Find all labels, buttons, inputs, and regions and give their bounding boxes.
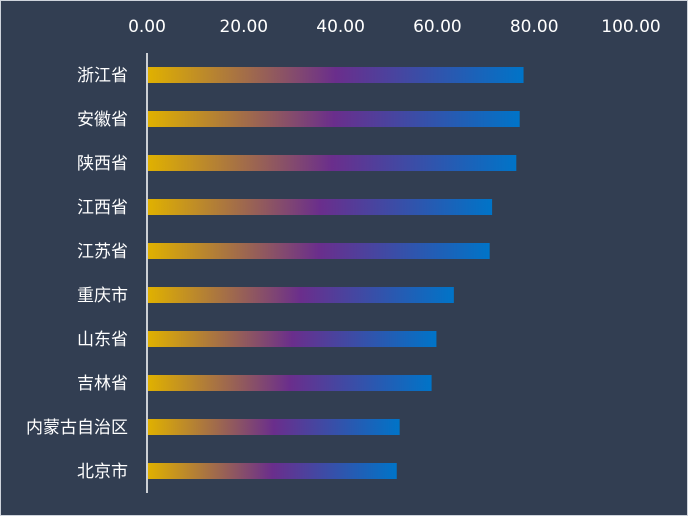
bar — [148, 67, 524, 83]
bar — [148, 111, 520, 127]
x-tick-label: 40.00 — [316, 17, 365, 37]
bar — [148, 375, 432, 391]
bar — [148, 331, 437, 347]
bars-group — [148, 67, 524, 479]
category-label: 江西省 — [77, 198, 128, 218]
bar — [148, 243, 490, 259]
category-label: 浙江省 — [77, 66, 128, 86]
bar — [148, 419, 400, 435]
category-label: 安徽省 — [77, 110, 128, 130]
category-label: 内蒙古自治区 — [26, 418, 128, 438]
x-tick-label: 0.00 — [128, 17, 166, 37]
category-label: 陕西省 — [77, 154, 128, 174]
category-label: 山东省 — [77, 330, 128, 350]
category-label: 江苏省 — [77, 242, 128, 262]
bar — [148, 155, 517, 171]
bar — [148, 199, 493, 215]
x-axis-tick-labels: 0.00 20.00 40.00 60.00 80.00 100.00 — [128, 17, 661, 37]
x-tick-label: 80.00 — [510, 17, 559, 37]
category-label: 北京市 — [77, 462, 128, 482]
category-label: 重庆市 — [77, 286, 128, 306]
bar — [148, 287, 454, 303]
bar — [148, 463, 397, 479]
x-tick-label: 20.00 — [219, 17, 268, 37]
x-tick-label: 60.00 — [413, 17, 462, 37]
category-label: 吉林省 — [77, 374, 128, 394]
x-tick-label: 100.00 — [601, 17, 660, 37]
